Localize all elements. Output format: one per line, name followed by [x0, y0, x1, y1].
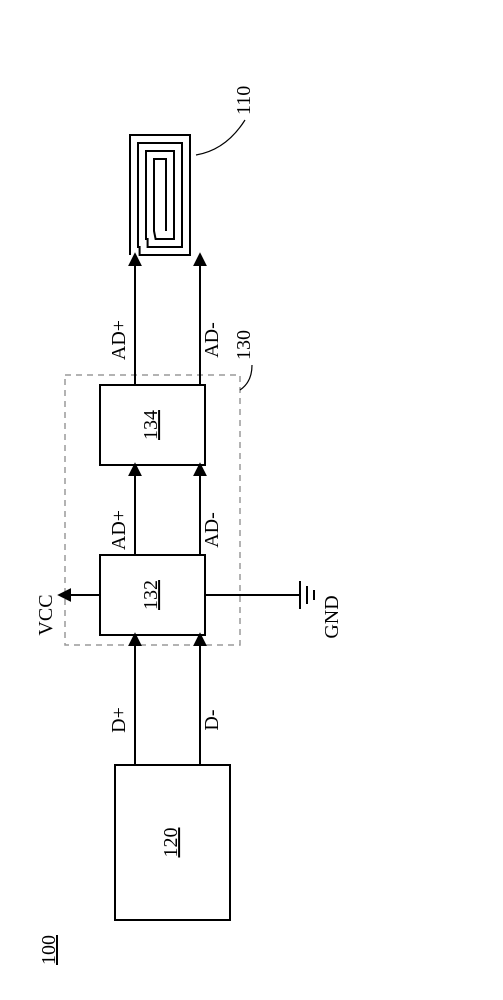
- antenna-leader: [196, 120, 245, 155]
- amp-ref-label: 132: [140, 580, 162, 610]
- ad-minus-2-label: AD-: [201, 322, 223, 358]
- antenna-coil: [130, 135, 190, 255]
- gnd-label: GND: [321, 595, 343, 638]
- driver-ref-label: 120: [160, 828, 182, 858]
- group-ref-label: 130: [233, 330, 255, 360]
- filter-ref-label: 134: [140, 410, 162, 440]
- group-leader: [240, 365, 252, 390]
- system-ref-label: 100: [38, 935, 60, 965]
- vcc-label: VCC: [35, 594, 57, 635]
- ad-plus-2-label: AD+: [108, 320, 130, 360]
- d-minus-label: D-: [201, 709, 223, 730]
- ad-plus-1-label: AD+: [108, 510, 130, 550]
- circuit-diagram: 100 120 130 132 134 D+ D- AD+ AD- AD+ AD- VCC GND 110: [0, 0, 503, 1000]
- ad-minus-1-label: AD-: [201, 512, 223, 548]
- antenna-ref-label: 110: [233, 86, 255, 115]
- d-plus-label: D+: [108, 707, 130, 733]
